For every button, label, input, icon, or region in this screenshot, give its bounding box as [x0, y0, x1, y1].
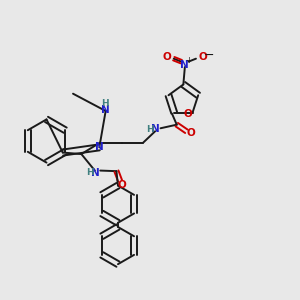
Text: O: O — [199, 52, 207, 62]
Text: N: N — [101, 105, 110, 116]
Text: O: O — [184, 109, 193, 119]
Text: +: + — [186, 56, 193, 65]
Text: N: N — [151, 124, 160, 134]
Text: −: − — [204, 49, 214, 62]
Text: N: N — [95, 142, 104, 152]
Text: N: N — [181, 60, 189, 70]
Text: H: H — [146, 125, 154, 134]
Text: O: O — [117, 180, 126, 190]
Text: O: O — [186, 128, 195, 138]
Text: N: N — [91, 168, 100, 178]
Text: O: O — [163, 52, 171, 62]
Text: H: H — [86, 169, 94, 178]
Text: H: H — [101, 99, 109, 108]
